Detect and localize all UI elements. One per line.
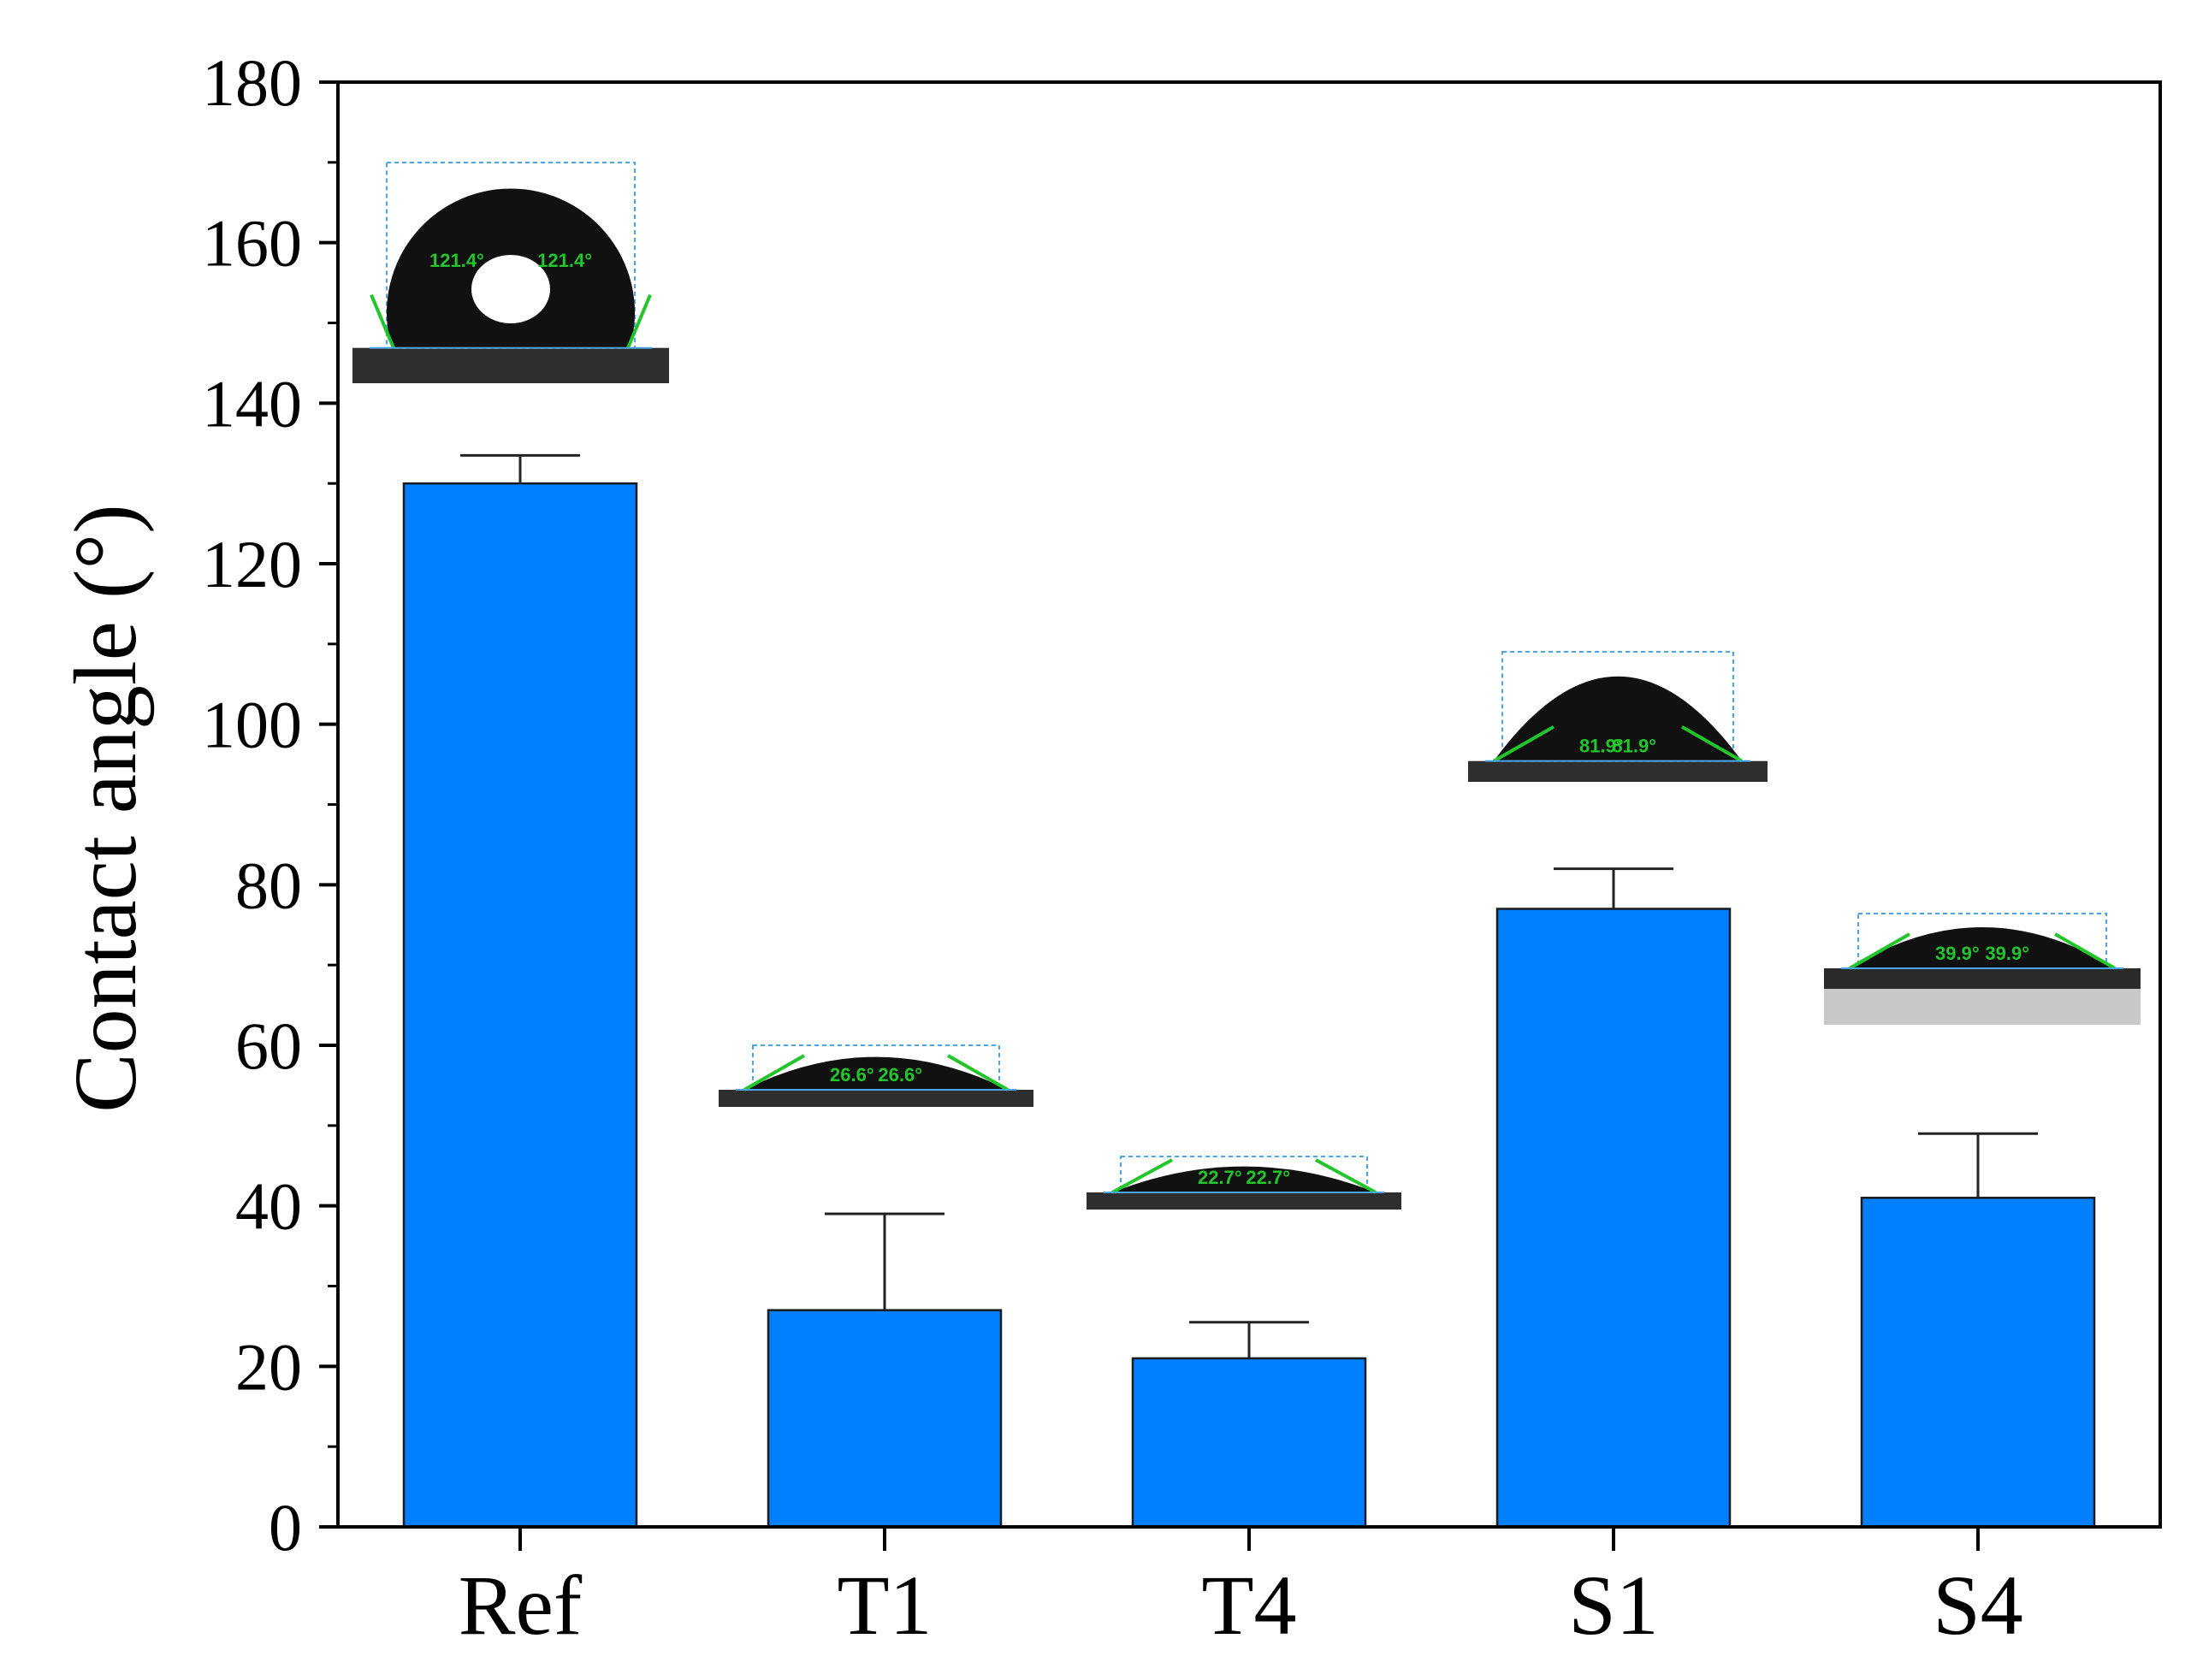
y-tick-label: 140 xyxy=(202,366,302,441)
error-bars xyxy=(460,453,2038,1358)
y-tick-label: 0 xyxy=(269,1490,302,1565)
bar-s1 xyxy=(1495,908,1732,1529)
tangent-line xyxy=(626,293,652,349)
x-tick-label-t4: T4 xyxy=(1201,1558,1296,1653)
y-tick-label: 40 xyxy=(235,1169,302,1244)
tangent-line xyxy=(743,1054,805,1091)
droplet xyxy=(744,1056,1008,1090)
bar-t1 xyxy=(767,1309,1003,1529)
droplet-image-t4: 22.7° 22.7° xyxy=(1087,1156,1401,1210)
angle-label-left: 22.7° xyxy=(1198,1167,1242,1188)
x-tick-label-s1: S1 xyxy=(1568,1558,1659,1653)
droplet-image-s1: 81.9°81.9° xyxy=(1468,651,1768,782)
error-bar-s4 xyxy=(1918,1132,2038,1198)
angle-label-left: 81.9° xyxy=(1579,736,1624,757)
angle-label-left: 121.4° xyxy=(429,250,484,271)
angle-label-right: 26.6° xyxy=(878,1064,922,1085)
bar-ref xyxy=(402,482,638,1529)
x-tick-label-t1: T1 xyxy=(837,1558,932,1653)
tangent-line xyxy=(1315,1158,1377,1194)
droplet-image-t1: 26.6° 26.6° xyxy=(719,1044,1033,1107)
droplet xyxy=(1850,927,2115,968)
angle-label-right: 22.7° xyxy=(1246,1167,1290,1188)
angle-label-right: 81.9° xyxy=(1612,736,1656,757)
y-axis-title: Contact angle (°) xyxy=(56,504,155,1113)
bars xyxy=(402,482,2096,1529)
x-tick-label-ref: Ref xyxy=(459,1558,583,1653)
substrate xyxy=(719,1090,1033,1107)
y-tick-label: 160 xyxy=(202,206,302,281)
angle-label-right: 121.4° xyxy=(537,250,592,271)
droplet-highlight xyxy=(471,255,550,323)
y-tick-label: 120 xyxy=(202,527,302,601)
error-bar-s1 xyxy=(1554,867,1673,909)
error-bar-t4 xyxy=(1189,1321,1309,1358)
droplet-image-ref: 121.4° 121.4° xyxy=(352,162,669,383)
substrate xyxy=(1087,1192,1401,1210)
tangent-line xyxy=(1493,725,1554,763)
bar-t4 xyxy=(1131,1357,1367,1529)
tangent-line xyxy=(1111,1158,1173,1194)
tangent-line xyxy=(947,1054,1009,1091)
droplet-image-s4: 39.9° 39.9° xyxy=(1824,913,2141,1025)
y-tick-label: 80 xyxy=(235,848,302,922)
y-tick-label: 20 xyxy=(235,1329,302,1404)
substrate xyxy=(352,347,669,383)
angle-label-right: 39.9° xyxy=(1985,943,2029,964)
angle-label-left: 26.6° xyxy=(830,1064,874,1085)
droplet-insets: 121.4° 121.4° 26.6° 26.6° 22.7° 22.7° 81.9°81.… xyxy=(352,162,2141,1210)
error-bar-t1 xyxy=(825,1212,945,1310)
droplet xyxy=(1112,1166,1376,1192)
y-tick-label: 60 xyxy=(235,1009,302,1083)
fit-box xyxy=(1120,1156,1368,1193)
y-tick-label: 180 xyxy=(202,45,302,120)
tangent-line xyxy=(370,293,395,349)
axes: 0 20 40 60 80 100 120 140 160 180 Ref T1 T4 S1 S4 xyxy=(202,45,2162,1653)
tangent-line xyxy=(1681,725,1743,763)
angle-label-left: 39.9° xyxy=(1935,943,1980,964)
fit-box xyxy=(752,1044,1000,1091)
tangent-line xyxy=(2054,932,2116,970)
y-tick-label: 100 xyxy=(202,688,302,762)
bar-s4 xyxy=(1860,1197,2096,1529)
error-bar-ref xyxy=(460,453,580,484)
substrate-edge xyxy=(1824,968,2141,989)
x-tick-label-s4: S4 xyxy=(1933,1558,2023,1653)
droplet xyxy=(1494,676,1742,761)
substrate xyxy=(1468,760,1768,782)
tangent-line xyxy=(1849,932,1910,970)
